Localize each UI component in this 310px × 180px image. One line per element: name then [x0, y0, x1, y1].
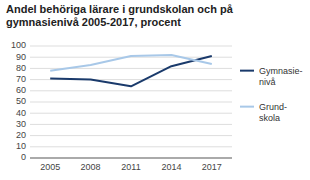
grid-line	[30, 124, 232, 125]
legend-label-line: skola	[259, 113, 280, 123]
y-tick-label: 30	[16, 119, 26, 129]
legend-label: Grund-skola	[259, 102, 287, 123]
y-tick-label: 20	[16, 130, 26, 140]
y-tick-label: 0	[21, 152, 26, 162]
x-axis	[30, 158, 232, 159]
y-tick-label: 70	[16, 74, 26, 84]
line	[50, 56, 212, 86]
grid-line	[30, 158, 232, 159]
grid-line	[30, 46, 232, 47]
title-line: gymnasienivå 2005-2017, procent	[6, 16, 181, 28]
legend-label: Gymnasie-nivå	[259, 66, 303, 87]
y-tick-label: 50	[16, 96, 26, 106]
x-tick-label: 2017	[202, 162, 222, 172]
legend: Gymnasie-nivå Grund-skola	[240, 66, 303, 123]
x-tick-label: 2005	[40, 162, 60, 172]
grid-line	[30, 146, 232, 147]
x-tick-label: 2008	[81, 162, 101, 172]
grid-line	[30, 102, 232, 103]
grid-line	[30, 90, 232, 91]
line	[50, 55, 212, 71]
x-tick-label: 2014	[161, 162, 181, 172]
y-tick-label: 40	[16, 108, 26, 118]
y-tick-label: 80	[16, 63, 26, 73]
y-tick-label: 90	[16, 52, 26, 62]
title-line: Andel behöriga lärare i grundskolan och …	[6, 3, 234, 15]
y-tick-label: 100	[11, 40, 26, 50]
grid-line	[30, 135, 232, 136]
legend-label-line: nivå	[259, 77, 276, 87]
y-grid	[30, 46, 232, 158]
legend-label-line: Grund-	[259, 102, 287, 112]
chart: Andel behöriga lärare i grundskolan och …	[0, 0, 310, 180]
legend-swatch	[240, 70, 254, 72]
legend-label-line: Gymnasie-	[259, 66, 303, 76]
y-tick-label: 60	[16, 85, 26, 95]
legend-swatch	[240, 106, 254, 108]
x-tick-label: 2011	[121, 162, 140, 172]
series-group	[50, 55, 212, 86]
y-tick-label: 10	[16, 141, 26, 151]
title: Andel behöriga lärare i grundskolan och …	[6, 3, 234, 28]
grid-line	[30, 113, 232, 114]
